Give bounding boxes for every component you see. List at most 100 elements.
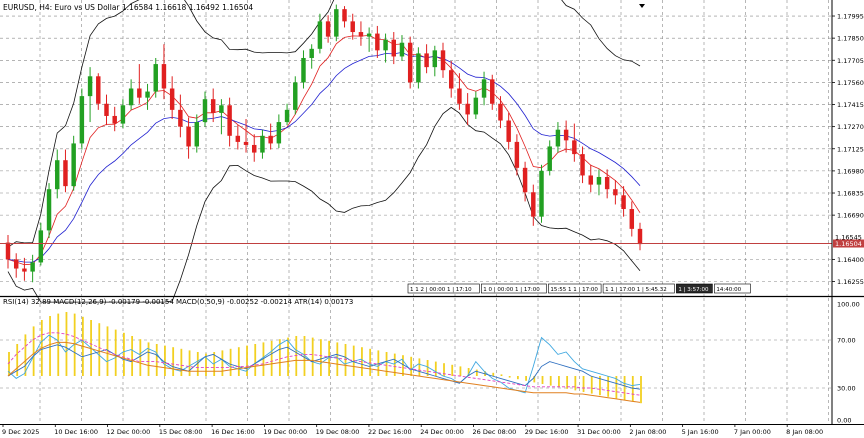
candle-body (87, 76, 93, 97)
candle-body (202, 99, 208, 123)
price-tick-label: 1.16255 (837, 278, 864, 286)
time-label: 31 Dec 00:00 (577, 428, 621, 436)
candle-body (128, 88, 134, 106)
candle-body (407, 42, 413, 83)
candle-body (252, 144, 257, 153)
price-tick-label: 1.17415 (837, 101, 864, 109)
indicator-tick-label: 100.00 (837, 301, 860, 309)
candle-body (531, 192, 536, 217)
price-tick-label: 1.17850 (837, 35, 864, 43)
candle-body (293, 82, 298, 110)
candle-body (79, 96, 85, 144)
candle-body (366, 33, 372, 37)
price-tick-label: 1.17560 (837, 79, 864, 87)
candle-body (169, 88, 175, 110)
candle-body (498, 103, 503, 121)
candle-body (55, 160, 60, 190)
candle-body (440, 50, 446, 71)
candle-body (473, 97, 479, 115)
price-tick-label: 1.16690 (837, 212, 864, 220)
time-label: 22 Dec 16:00 (368, 428, 412, 436)
ma-slow-line (7, 51, 641, 263)
rsi-line (7, 334, 641, 394)
candle-body (260, 135, 265, 153)
candle-body (137, 88, 142, 98)
info-boxes: 1 1 2 | 00:00 1 | 17:10 1 0 | 00:00 1 | 1… (407, 283, 751, 294)
candle-body (539, 170, 544, 217)
candle-body (432, 50, 438, 68)
level-label: 1.16545 (835, 233, 862, 241)
candle-body (596, 176, 602, 185)
candle-body (243, 141, 249, 145)
candle-body (613, 189, 618, 196)
candle-body (358, 32, 364, 37)
time-label: 24 Dec 00:00 (420, 428, 464, 436)
candle-body (490, 79, 495, 104)
time-label: 9 Dec 2025 (2, 428, 39, 436)
price-tick-label: 1.16835 (837, 190, 864, 198)
candle-body (268, 135, 273, 144)
candle-body (63, 160, 68, 187)
candle-body (399, 42, 405, 57)
candle-body (227, 105, 232, 136)
candle-body (383, 39, 388, 51)
candle-body (604, 176, 610, 190)
signal-dashed-line (7, 332, 641, 396)
candle-body (194, 122, 200, 147)
candle-body (309, 48, 314, 58)
candle-body (30, 262, 35, 272)
time-label: 7 Jan 00:00 (734, 428, 771, 436)
candle-body (219, 105, 224, 113)
time-label: 15 Dec 08:00 (159, 428, 203, 436)
candle-body (235, 135, 241, 142)
bollinger-lower (7, 106, 641, 303)
candle-body (301, 57, 306, 83)
info-box (548, 283, 602, 294)
current-price-label: 1.16504 (835, 240, 862, 248)
candle-body (448, 70, 454, 89)
info-box (480, 283, 547, 294)
grid-lines (0, 0, 832, 424)
panel-frames (0, 0, 864, 425)
candle-body (186, 126, 191, 147)
candle-body (350, 21, 355, 33)
chart-title: EURUSD, H4: Euro vs US Dollar 1.16584 1.… (3, 3, 253, 12)
ma-fast-line (7, 34, 641, 266)
price-tick-label: 1.17705 (837, 57, 864, 65)
triangle-down-icon[interactable] (639, 4, 645, 8)
candle-body (465, 103, 470, 115)
indicator-title: RSI(14) 32.89 MACD(12,26,9) -0.00179 -0.… (3, 298, 353, 306)
price-tick-label: 1.16980 (837, 167, 864, 175)
info-box-text: 1 1 2 | 00:00 1 | 17:10 (410, 287, 472, 293)
indicator-tick-label: 0.00 (837, 417, 851, 425)
candle-body (112, 115, 117, 124)
candle-body (276, 122, 282, 144)
candle-body (153, 64, 158, 92)
time-label: 5 Jan 16:00 (682, 428, 719, 436)
candle-body (572, 140, 577, 155)
candle-body (46, 189, 52, 231)
candle-body (71, 143, 76, 187)
moving-averages (7, 34, 641, 266)
indicator-tick-label: 70.00 (837, 337, 856, 345)
time-label: 8 Jan 08:00 (786, 428, 823, 436)
candle-body (457, 88, 462, 104)
candle-body (161, 64, 167, 89)
candle-body (629, 209, 635, 229)
candle-body (325, 21, 331, 37)
time-label: 10 Dec 16:00 (54, 428, 98, 436)
candle-body (621, 195, 626, 210)
candle-body (637, 228, 643, 245)
indicator-lines (7, 332, 641, 403)
info-box (602, 283, 675, 294)
time-label: 2 Jan 08:00 (629, 428, 666, 436)
candle-body (506, 120, 511, 142)
time-label: 26 Dec 08:00 (473, 428, 517, 436)
info-box (676, 283, 713, 294)
price-tick-label: 1.17995 (837, 13, 864, 21)
info-box-text: 15:55 1 1 | 17:00 (550, 287, 598, 293)
candle-body (424, 53, 429, 68)
candle-body (342, 9, 347, 22)
time-label: 12 Dec 00:00 (107, 428, 151, 436)
